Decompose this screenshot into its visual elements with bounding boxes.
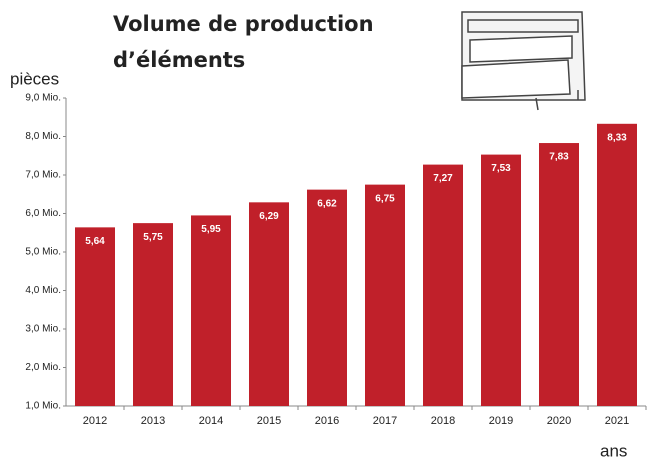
y-tick-label: 7,0 Mio. bbox=[25, 170, 61, 181]
y-tick-label: 9,0 Mio. bbox=[25, 93, 61, 104]
bar bbox=[249, 202, 289, 406]
value-label: 6,29 bbox=[259, 211, 279, 222]
x-tick-label: 2020 bbox=[547, 415, 571, 427]
x-tick-label: 2016 bbox=[315, 415, 339, 427]
value-label: 8,33 bbox=[607, 132, 627, 143]
x-tick-label: 2015 bbox=[257, 415, 281, 427]
y-tick-label: 3,0 Mio. bbox=[25, 324, 61, 335]
x-tick-label: 2012 bbox=[83, 415, 107, 427]
bar bbox=[597, 123, 637, 407]
x-tick-label: 2019 bbox=[489, 415, 513, 427]
bar bbox=[365, 184, 405, 406]
bar bbox=[481, 154, 521, 406]
x-tick-label: 2021 bbox=[605, 415, 629, 427]
bar bbox=[133, 223, 173, 406]
bar bbox=[307, 189, 347, 406]
y-tick-label: 5,0 Mio. bbox=[25, 247, 61, 258]
x-tick-label: 2018 bbox=[431, 415, 455, 427]
y-axis-label: pièces bbox=[10, 69, 59, 88]
y-tick-label: 2,0 Mio. bbox=[25, 362, 61, 373]
y-tick-label: 8,0 Mio. bbox=[25, 131, 61, 142]
bar bbox=[191, 215, 231, 406]
y-tick-label: 6,0 Mio. bbox=[25, 208, 61, 219]
y-tick-label: 4,0 Mio. bbox=[25, 285, 61, 296]
value-label: 6,62 bbox=[317, 198, 337, 209]
value-label: 7,53 bbox=[491, 163, 511, 174]
value-label: 5,95 bbox=[201, 224, 221, 235]
y-tick-label: 1,0 Mio. bbox=[25, 401, 61, 412]
value-label: 5,64 bbox=[85, 236, 105, 247]
bar bbox=[75, 227, 115, 406]
bar bbox=[423, 164, 463, 406]
x-tick-label: 2013 bbox=[141, 415, 165, 427]
value-label: 7,27 bbox=[433, 173, 453, 184]
bar bbox=[539, 143, 579, 407]
value-label: 5,75 bbox=[143, 232, 163, 243]
chart-title: Volume de production d’éléments bbox=[113, 12, 374, 72]
value-label: 6,75 bbox=[375, 193, 395, 204]
value-label: 7,83 bbox=[549, 152, 569, 163]
x-tick-label: 2014 bbox=[199, 415, 223, 427]
x-axis-label: ans bbox=[600, 441, 627, 460]
cabinet-icon bbox=[461, 11, 586, 111]
x-tick-label: 2017 bbox=[373, 415, 397, 427]
